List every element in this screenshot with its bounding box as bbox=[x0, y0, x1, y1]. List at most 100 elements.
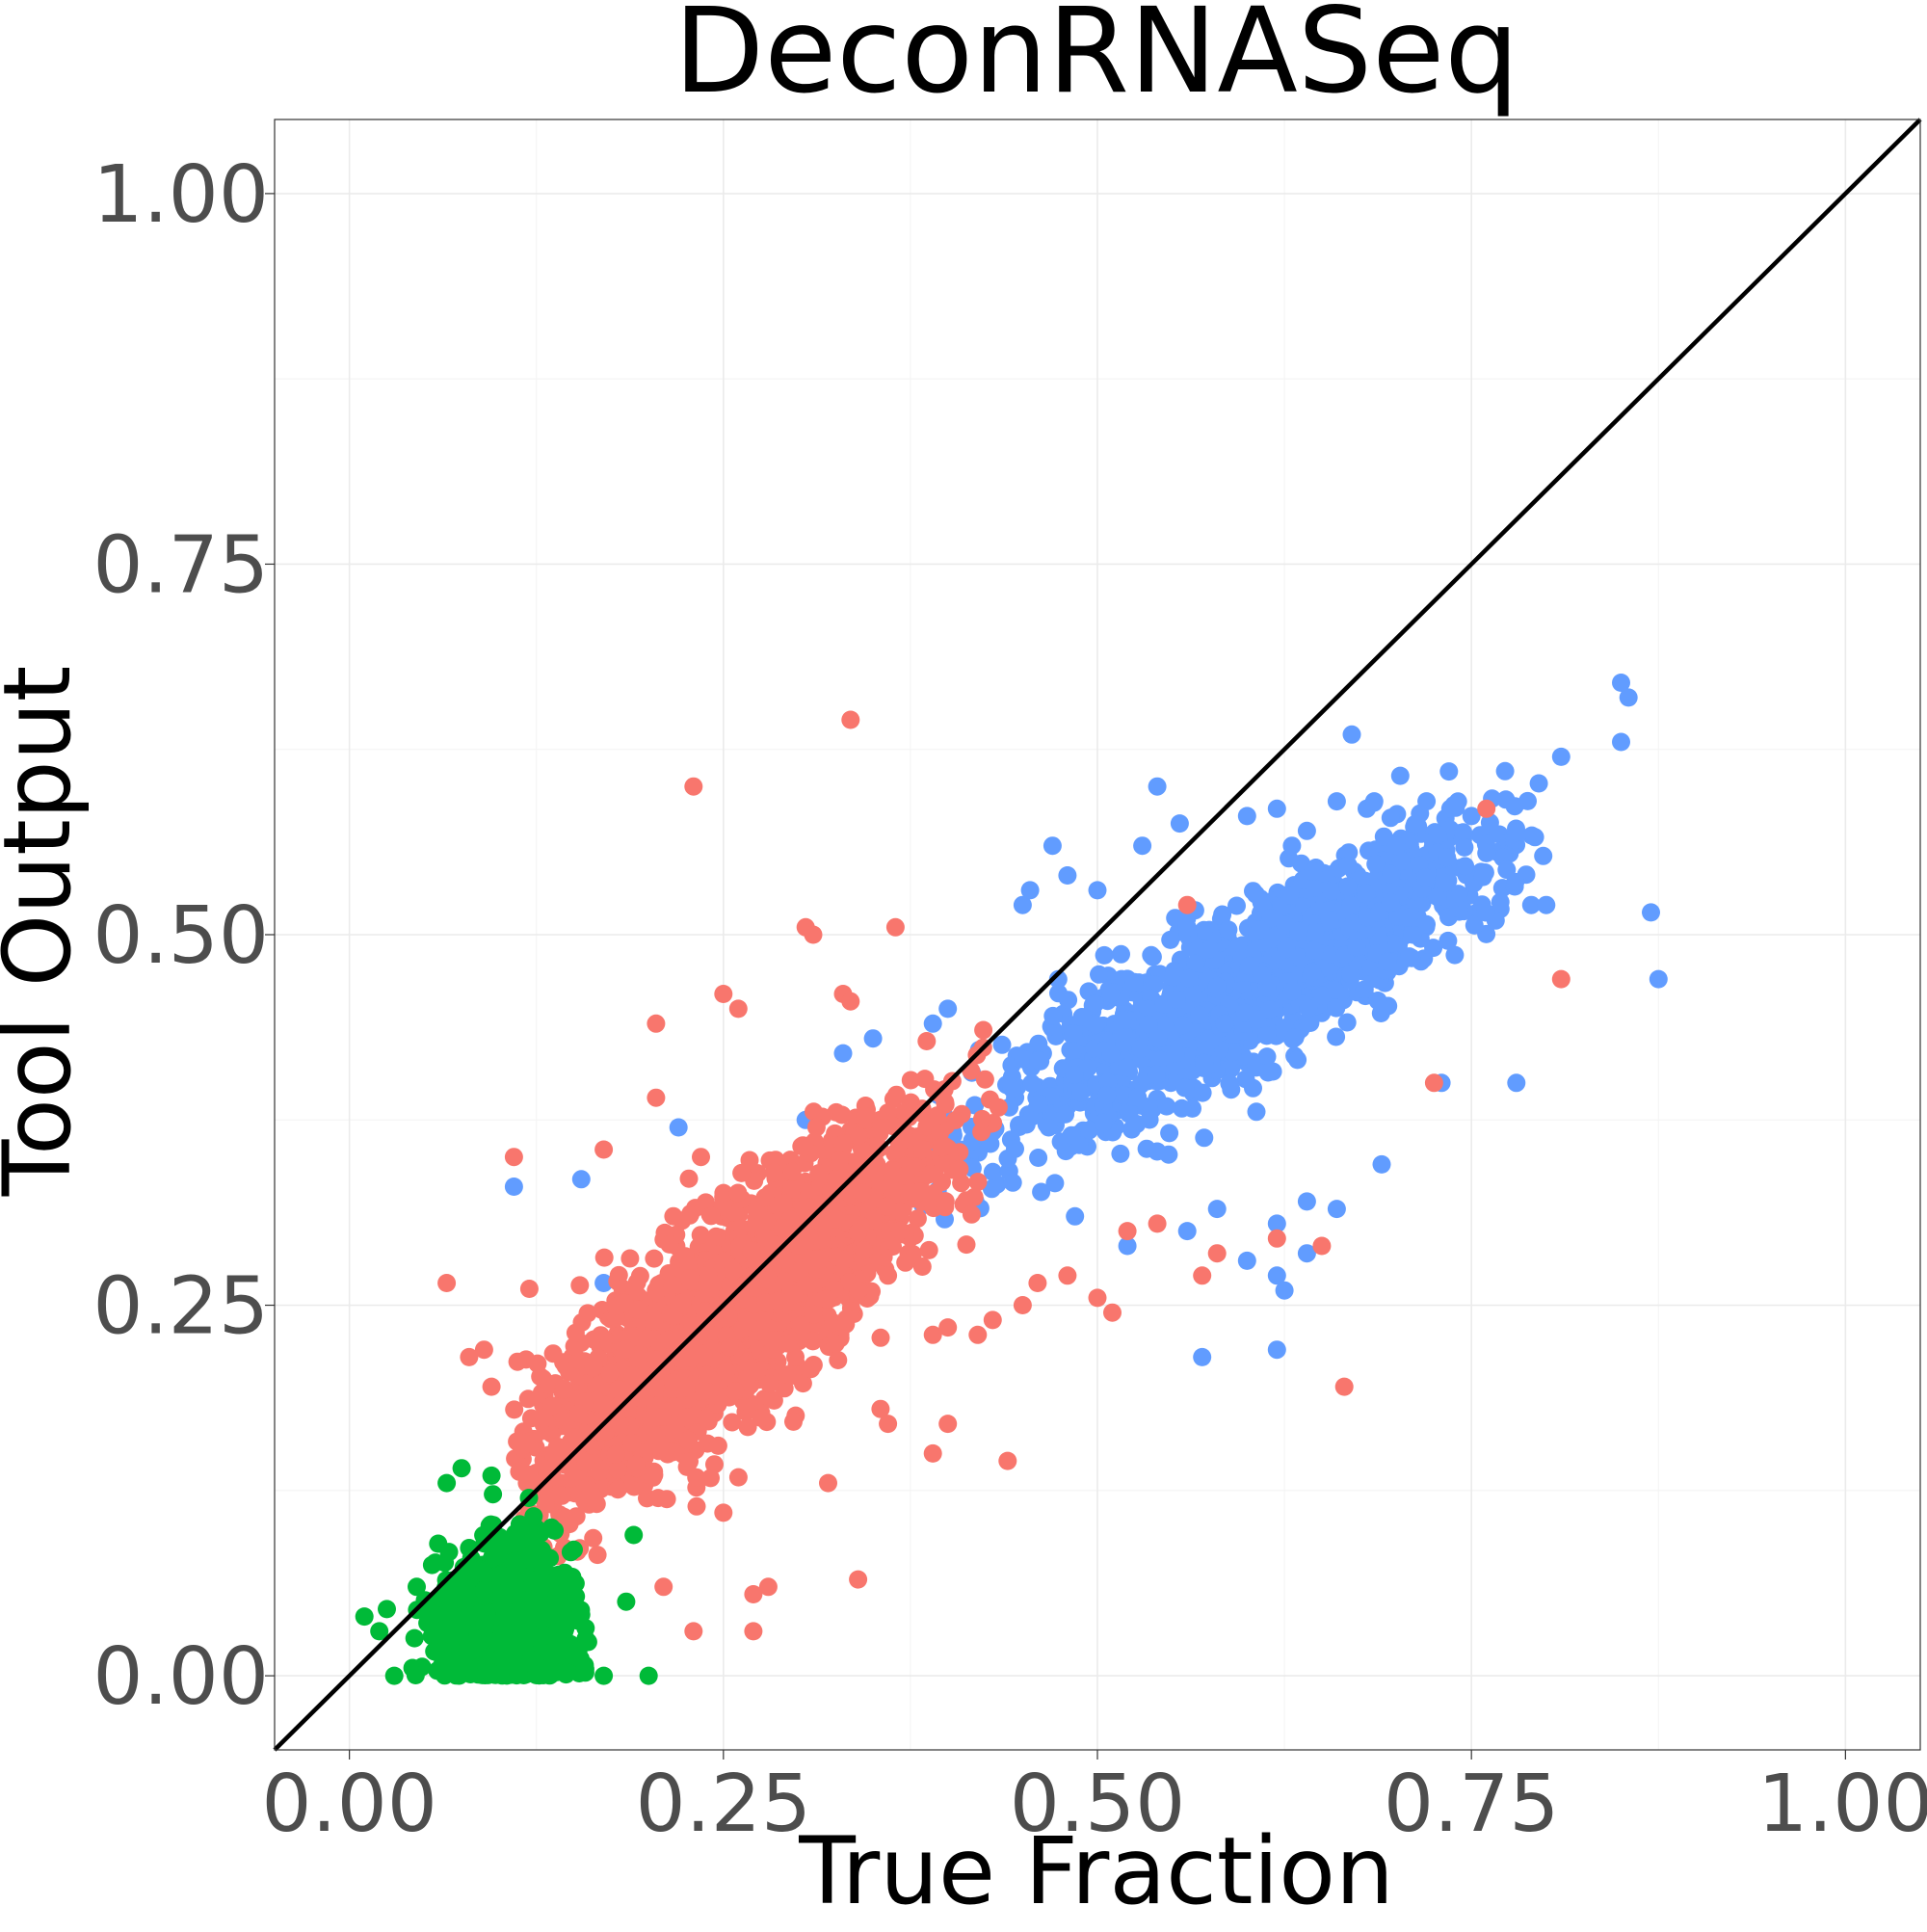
scatter-point-series-2 bbox=[832, 1106, 851, 1125]
scatter-point-series-2 bbox=[738, 1311, 756, 1330]
scatter-point-series-2 bbox=[831, 1151, 849, 1170]
scatter-point-series-1 bbox=[1642, 903, 1660, 921]
scatter-point-series-2 bbox=[548, 1438, 567, 1456]
scatter-point-series-1 bbox=[1404, 926, 1422, 944]
scatter-point-series-1 bbox=[1327, 1028, 1345, 1046]
scatter-point-series-2 bbox=[698, 1366, 716, 1385]
scatter-point-series-1 bbox=[1059, 991, 1077, 1009]
scatter-point-series-1 bbox=[1526, 828, 1544, 846]
scatter-point-series-2 bbox=[660, 1331, 678, 1349]
scatter-point-series-1 bbox=[1537, 896, 1555, 914]
scatter-point-series-2 bbox=[565, 1428, 583, 1446]
scatter-point-series-1 bbox=[1365, 792, 1384, 810]
scatter-point-series-2 bbox=[631, 1267, 649, 1285]
scatter-point-series-1 bbox=[1303, 963, 1321, 981]
scatter-point-series-1 bbox=[924, 1015, 942, 1033]
scatter-point-series-1 bbox=[1298, 1192, 1316, 1210]
scatter-point-series-1 bbox=[1195, 921, 1213, 940]
scatter-point-series-2 bbox=[658, 1490, 676, 1508]
scatter-point-series-1 bbox=[1195, 1128, 1213, 1147]
scatter-point-series-1 bbox=[1168, 991, 1186, 1009]
scatter-point-series-1 bbox=[1066, 1207, 1084, 1226]
scatter-point-series-2 bbox=[644, 1469, 662, 1487]
scatter-point-series-1 bbox=[1650, 970, 1668, 989]
scatter-point-series-1 bbox=[1097, 1086, 1116, 1104]
scatter-point-series-3 bbox=[571, 1601, 590, 1619]
scatter-point-series-1 bbox=[1208, 1200, 1227, 1218]
scatter-point-series-2 bbox=[855, 1241, 873, 1259]
scatter-point-series-2 bbox=[1103, 1304, 1122, 1322]
scatter-point-series-2 bbox=[969, 1173, 988, 1191]
scatter-point-series-1 bbox=[1128, 1088, 1147, 1106]
scatter-point-series-2 bbox=[762, 1390, 780, 1409]
scatter-point-series-2 bbox=[784, 1413, 803, 1431]
scatter-point-series-1 bbox=[1417, 792, 1436, 810]
scatter-point-series-1 bbox=[1089, 881, 1107, 899]
scatter-point-series-1 bbox=[1171, 814, 1189, 833]
scatter-point-series-2 bbox=[805, 926, 823, 944]
scatter-point-series-2 bbox=[697, 1410, 715, 1428]
scatter-point-series-1 bbox=[1195, 1054, 1213, 1072]
scatter-point-series-1 bbox=[1101, 1045, 1120, 1063]
scatter-point-series-2 bbox=[807, 1118, 826, 1136]
scatter-point-series-2 bbox=[1335, 1378, 1354, 1396]
scatter-point-series-2 bbox=[990, 1098, 1008, 1117]
scatter-point-series-1 bbox=[1045, 1174, 1064, 1192]
scatter-point-series-1 bbox=[1268, 800, 1286, 818]
scatter-point-series-2 bbox=[535, 1410, 553, 1428]
scatter-point-series-2 bbox=[646, 1310, 664, 1329]
scatter-point-series-1 bbox=[1175, 1079, 1194, 1098]
scatter-point-series-1 bbox=[1278, 940, 1296, 958]
scatter-point-series-1 bbox=[1477, 844, 1495, 862]
scatter-point-series-1 bbox=[1328, 1200, 1346, 1218]
scatter-point-series-2 bbox=[886, 918, 905, 937]
scatter-point-series-2 bbox=[679, 1431, 698, 1449]
scatter-point-series-1 bbox=[1095, 1114, 1113, 1132]
scatter-point-series-1 bbox=[1341, 966, 1359, 984]
scatter-point-series-2 bbox=[680, 1452, 699, 1470]
scatter-point-series-1 bbox=[1439, 762, 1458, 781]
scatter-point-series-2 bbox=[917, 1032, 936, 1050]
scatter-point-series-2 bbox=[664, 1207, 682, 1226]
scatter-point-series-1 bbox=[1382, 808, 1400, 827]
scatter-point-series-1 bbox=[1347, 938, 1365, 956]
scatter-point-series-2 bbox=[937, 1192, 955, 1210]
scatter-point-series-2 bbox=[616, 1294, 634, 1312]
scatter-point-series-2 bbox=[896, 1167, 914, 1185]
scatter-point-series-1 bbox=[1086, 994, 1104, 1013]
scatter-point-series-1 bbox=[1064, 1043, 1082, 1061]
scatter-point-series-2 bbox=[1268, 1230, 1286, 1248]
scatter-point-series-2 bbox=[835, 1251, 854, 1269]
scatter-point-series-2 bbox=[1208, 1244, 1227, 1262]
scatter-point-series-2 bbox=[569, 1405, 588, 1423]
scatter-point-series-2 bbox=[528, 1355, 546, 1373]
scatter-point-series-1 bbox=[1491, 893, 1510, 912]
scatter-point-series-2 bbox=[933, 1138, 951, 1156]
scatter-point-series-1 bbox=[1003, 1079, 1021, 1098]
scatter-point-series-1 bbox=[1138, 1140, 1156, 1158]
scatter-point-series-2 bbox=[688, 1497, 706, 1516]
scatter-point-series-3 bbox=[579, 1633, 597, 1652]
scatter-point-series-1 bbox=[1476, 904, 1494, 922]
scatter-point-series-1 bbox=[1400, 947, 1418, 966]
scatter-point-series-1 bbox=[1178, 918, 1197, 937]
scatter-point-series-2 bbox=[819, 1474, 837, 1493]
scatter-point-series-1 bbox=[1238, 807, 1256, 825]
scatter-point-series-2 bbox=[509, 1353, 527, 1371]
scatter-point-series-1 bbox=[1065, 1024, 1083, 1043]
scatter-point-series-2 bbox=[567, 1324, 585, 1342]
scatter-point-series-2 bbox=[834, 1135, 853, 1153]
scatter-point-series-1 bbox=[1072, 1008, 1091, 1026]
scatter-point-series-2 bbox=[700, 1266, 718, 1284]
scatter-point-series-1 bbox=[1029, 1149, 1047, 1167]
scatter-point-series-2 bbox=[765, 1163, 783, 1181]
scatter-point-series-2 bbox=[802, 1360, 820, 1378]
scatter-point-series-1 bbox=[1382, 865, 1400, 884]
scatter-point-series-2 bbox=[924, 1444, 942, 1463]
scatter-point-series-2 bbox=[579, 1304, 597, 1322]
scatter-point-series-1 bbox=[1357, 884, 1375, 902]
scatter-point-series-1 bbox=[1261, 1000, 1280, 1019]
scatter-point-series-1 bbox=[1323, 882, 1341, 900]
scatter-point-series-1 bbox=[1298, 822, 1316, 840]
